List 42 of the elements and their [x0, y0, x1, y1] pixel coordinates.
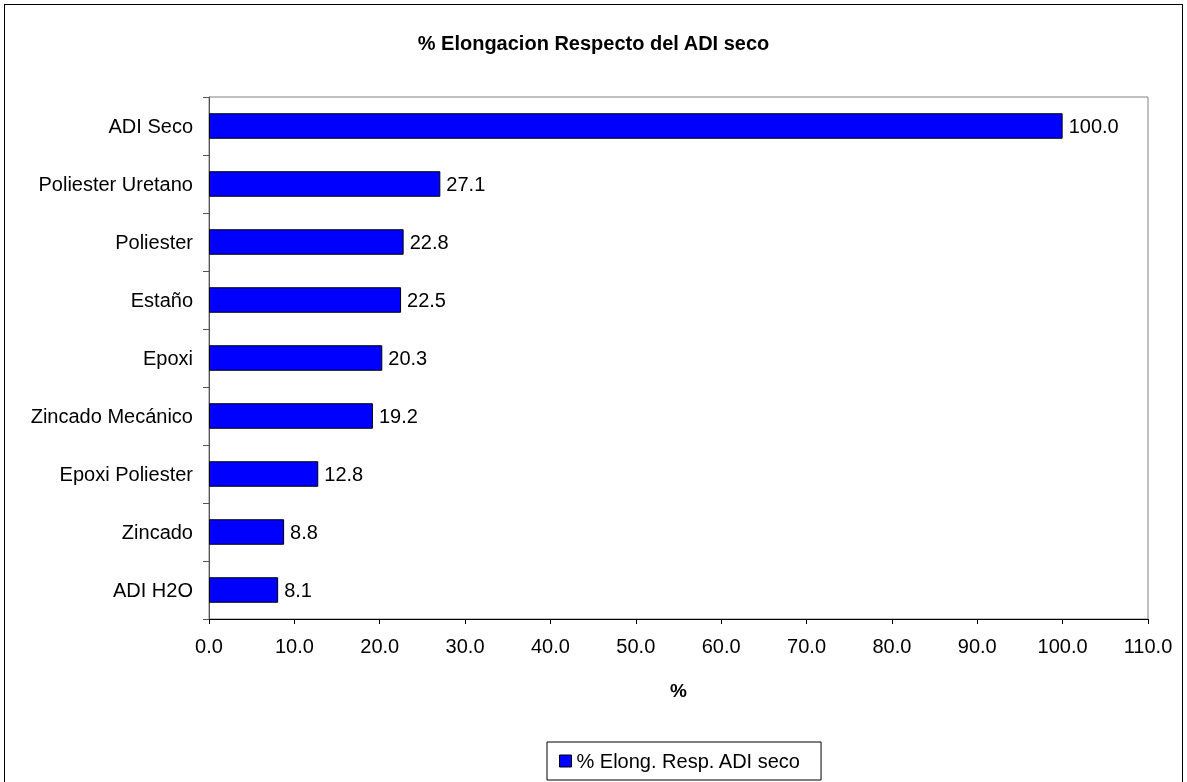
bar	[209, 229, 404, 255]
y-tick-label: Epoxi	[142, 347, 193, 369]
data-label: 12.8	[324, 463, 364, 485]
x-tick-label: 100.0	[1037, 635, 1088, 657]
x-tick-label: 110.0	[1123, 635, 1173, 657]
bar	[209, 287, 402, 313]
x-tick-label: 40.0	[530, 635, 570, 657]
x-tick-label: 70.0	[787, 635, 827, 657]
data-label: 8.8	[290, 521, 318, 543]
x-tick-label: 90.0	[957, 635, 997, 657]
data-label: 22.8	[409, 231, 449, 253]
y-tick-label: Poliester	[115, 231, 194, 253]
x-tick-label: 20.0	[360, 635, 400, 657]
chart-title: % Elongacion Respecto del ADI seco	[417, 32, 770, 54]
bar	[209, 345, 383, 371]
data-label: 20.3	[388, 347, 428, 369]
legend-label: % Elong. Resp. ADI seco	[576, 750, 800, 772]
x-tick-label: 10.0	[274, 635, 314, 657]
data-label: 19.2	[378, 405, 418, 427]
x-tick-label: 0.0	[195, 635, 223, 657]
y-tick-label: ADI Seco	[108, 115, 193, 137]
x-tick-label: 60.0	[701, 635, 741, 657]
y-tick-label: Poliester Uretano	[38, 173, 193, 195]
y-tick-label: Estaño	[130, 289, 193, 311]
data-label: 27.1	[446, 173, 486, 195]
bar	[209, 113, 1063, 139]
x-tick-label: 50.0	[616, 635, 656, 657]
bar	[209, 171, 441, 197]
bar	[209, 519, 285, 545]
bar	[209, 461, 319, 487]
y-tick-label: Zincado Mecánico	[30, 405, 193, 427]
x-tick-label: 30.0	[445, 635, 485, 657]
bar	[209, 403, 373, 429]
y-tick-label: ADI H2O	[112, 579, 193, 601]
data-label: 22.5	[407, 289, 447, 311]
x-axis-title: %	[670, 680, 688, 701]
y-tick-label: Zincado	[121, 521, 193, 543]
data-label: 100.0	[1068, 115, 1119, 137]
bar	[209, 577, 279, 603]
y-tick-label: Epoxi Poliester	[59, 463, 194, 485]
x-tick-label: 80.0	[872, 635, 912, 657]
data-label: 8.1	[284, 579, 312, 601]
